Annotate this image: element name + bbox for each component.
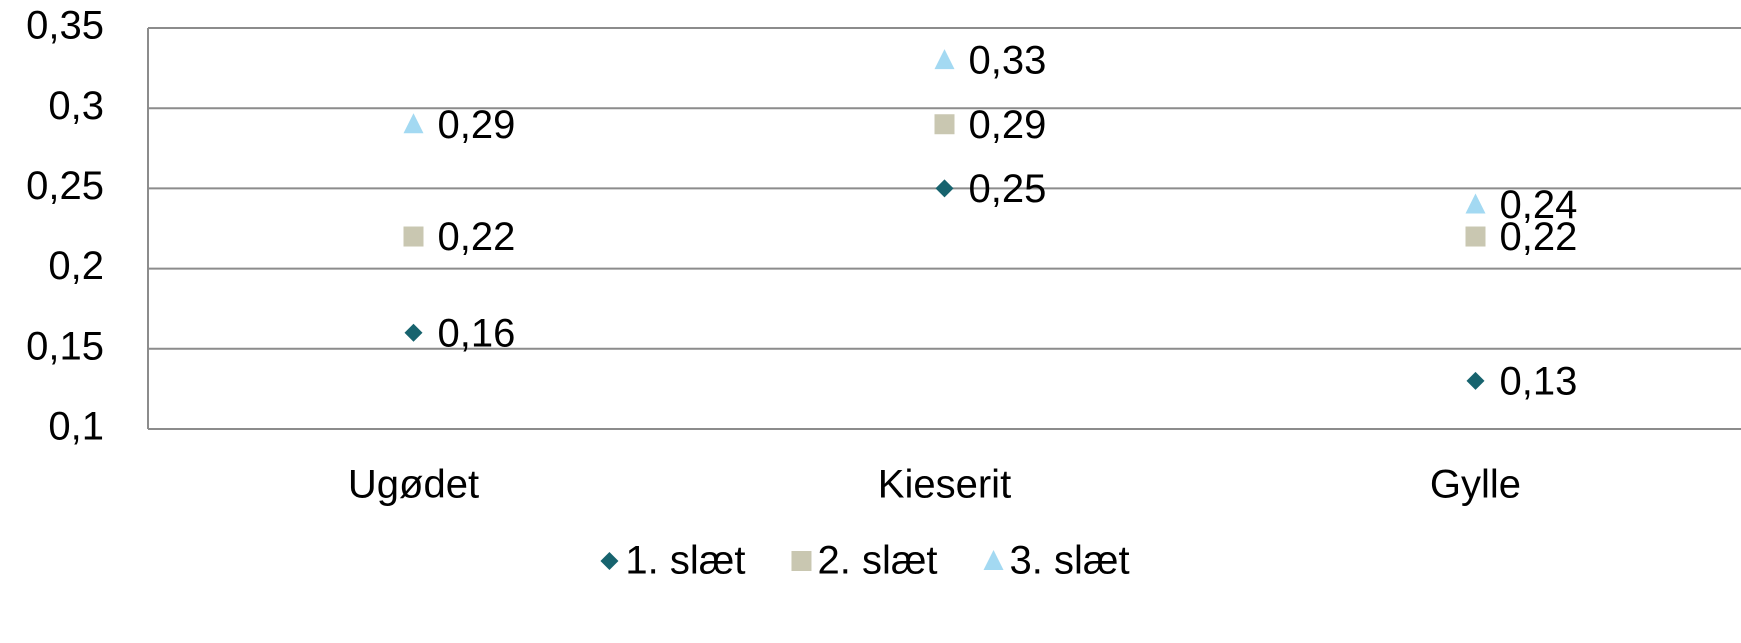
data-label: 0,25 [969,167,1047,211]
legend-label: 2. slæt [817,539,937,583]
data-label: 0,13 [1500,359,1578,403]
data-label: 0,16 [438,311,516,355]
legend-marker [791,551,812,571]
legend-label: 1. slæt [625,539,745,583]
y-tick-label: 0,25 [26,164,104,208]
data-label: 0,29 [438,103,516,147]
y-tick-label: 0,1 [48,405,104,449]
marker [404,323,423,342]
data-label: 0,24 [1500,183,1578,227]
legend-marker [600,552,619,570]
legend-label: 3. slæt [1010,539,1130,583]
data-label: 0,22 [438,215,516,259]
legend-marker [983,550,1004,570]
y-tick-label: 0,3 [48,84,104,128]
y-tick-label: 0,35 [26,4,104,48]
marker [1465,193,1486,214]
y-tick-label: 0,15 [26,324,104,368]
marker [934,114,955,135]
x-tick-label: Kieserit [878,463,1011,507]
marker [934,49,955,70]
x-tick-label: Ugødet [348,463,479,507]
marker [1466,371,1485,390]
marker [403,226,424,247]
marker [403,113,424,134]
data-label: 0,33 [969,39,1047,83]
y-tick-label: 0,2 [48,244,104,288]
data-label: 0,22 [1500,215,1578,259]
marker [935,179,954,198]
data-label: 0,29 [969,103,1047,147]
x-tick-label: Gylle [1430,463,1521,507]
marker [1465,226,1486,247]
